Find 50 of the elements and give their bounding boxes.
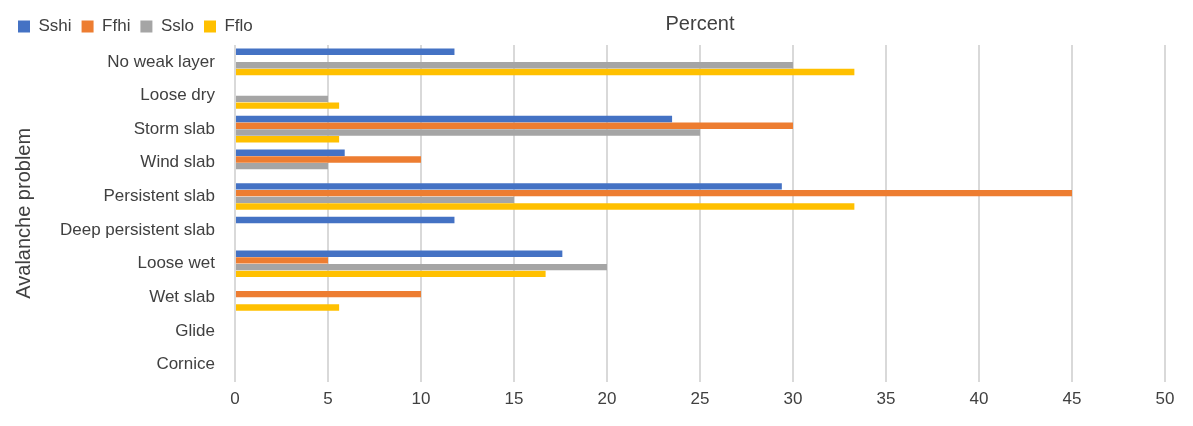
bar [235,250,563,257]
bar [235,68,855,76]
x-tick-label: 10 [411,389,431,409]
legend-label: Sshi [38,16,72,36]
bar [235,203,855,210]
bar [235,62,793,69]
legend-label: Ffhi [102,16,131,36]
bar [235,102,340,109]
x-tick-label: 40 [969,389,989,409]
y-tick-label: Wind slab [140,152,215,172]
bar [235,189,1072,197]
x-tick-label: 30 [783,389,803,409]
y-tick-label: Loose wet [137,253,216,273]
bar [235,304,340,311]
y-tick-label: Persistent slab [103,186,215,206]
bar [235,156,421,163]
y-tick-label: No weak layer [107,51,216,71]
x-tick-label: 35 [876,389,896,409]
x-tick-label: 5 [323,389,333,409]
bar [235,48,455,55]
legend-label: Fflo [224,16,253,36]
bar [235,115,673,123]
x-tick-label: 50 [1155,389,1175,409]
bar [235,122,793,129]
bar [235,216,455,224]
bar [235,290,421,298]
y-tick-label: Deep persistent slab [59,219,215,239]
bar [235,95,328,103]
x-tick-label: 45 [1062,389,1082,409]
bar [235,263,607,271]
y-tick-label: Wet slab [149,287,215,307]
bar [235,149,345,156]
y-tick-label: Storm slab [133,118,215,138]
x-tick-label: 0 [230,389,240,409]
x-tick-label: 15 [504,389,524,409]
x-tick-label: 20 [597,389,617,409]
bar [235,162,328,170]
y-tick-label: Loose dry [140,85,216,105]
bar [235,183,782,190]
bar [235,270,546,278]
bar [235,129,700,136]
bar [235,196,514,204]
legend-label: Sslo [160,16,194,36]
y-tick-label: Glide [175,320,215,340]
x-tick-label: 25 [690,389,710,409]
y-axis-title: Avalanche problem [11,127,34,299]
y-tick-label: Cornice [156,354,215,374]
bar [235,257,328,264]
bar [235,136,340,143]
x-axis-title: Percent [665,11,735,34]
